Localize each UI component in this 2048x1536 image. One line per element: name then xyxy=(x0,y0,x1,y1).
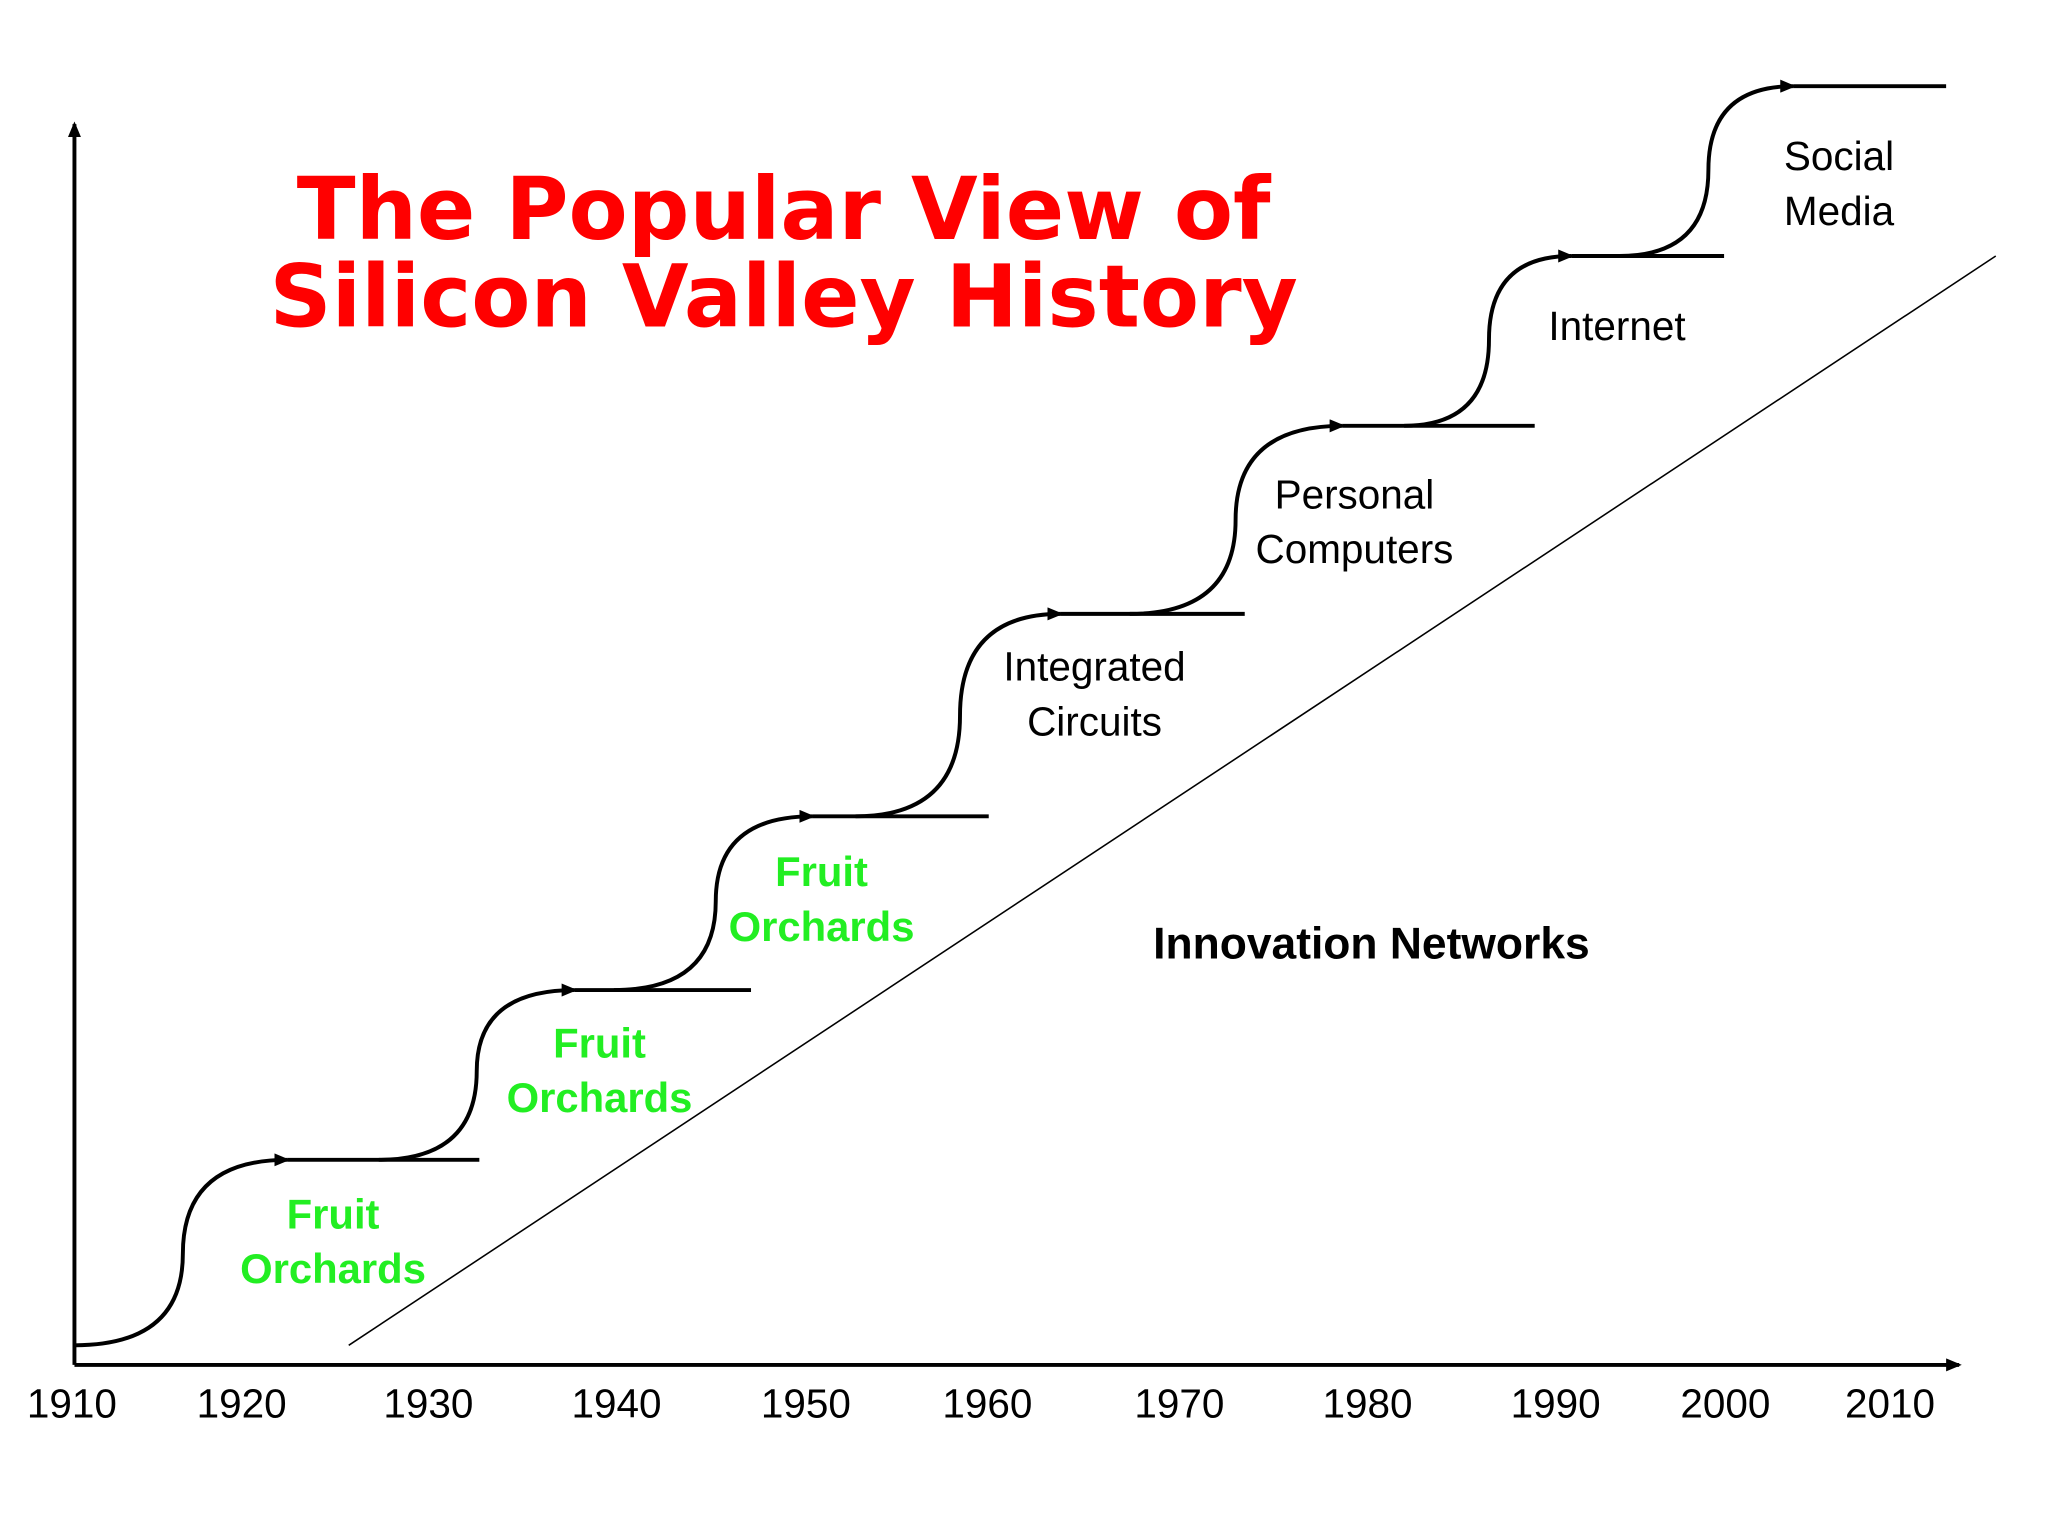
x-axis-label: 2000 xyxy=(1680,1380,1770,1426)
x-axis-label: 1950 xyxy=(761,1380,851,1426)
step-curve xyxy=(613,809,816,992)
x-axis-label: 1980 xyxy=(1322,1380,1412,1426)
x-axis-label: 1920 xyxy=(197,1380,287,1426)
x-axis-label: 1930 xyxy=(383,1380,473,1426)
step-curve xyxy=(1619,79,1796,258)
title-line: The Popular View of xyxy=(297,160,1272,260)
x-axis-label: 1960 xyxy=(942,1380,1032,1426)
stage-label: Orchards xyxy=(507,1074,693,1121)
stage-label: Orchards xyxy=(240,1245,426,1292)
stage-label: Media xyxy=(1784,188,1895,234)
stage-label: Integrated xyxy=(1003,644,1185,690)
stage-label: Personal xyxy=(1275,471,1435,517)
stage-label: Orchards xyxy=(729,903,915,950)
step-curve xyxy=(1404,249,1574,428)
stage-label: Fruit xyxy=(553,1019,646,1066)
step-curve xyxy=(378,983,578,1162)
title-line: Silicon Valley History xyxy=(270,247,1298,347)
x-axis-label: 2010 xyxy=(1845,1380,1935,1426)
stage-label: Fruit xyxy=(287,1190,380,1237)
step-curve xyxy=(74,1153,290,1348)
innovation-line xyxy=(348,255,1997,1346)
network-label: Innovation Networks xyxy=(1153,920,1590,969)
stage-label: Fruit xyxy=(775,848,868,895)
step-curve xyxy=(855,607,1064,819)
x-axis-label: 1910 xyxy=(27,1380,117,1426)
stage-label: Internet xyxy=(1548,303,1685,349)
x-axis-label: 1940 xyxy=(571,1380,661,1426)
x-axis-label: 1990 xyxy=(1511,1380,1601,1426)
stage-label: Computers xyxy=(1255,526,1453,572)
stage-label: Circuits xyxy=(1027,699,1162,745)
step-curve xyxy=(1129,419,1346,616)
stage-label: Social xyxy=(1784,133,1894,179)
x-axis-label: 1970 xyxy=(1134,1380,1224,1426)
